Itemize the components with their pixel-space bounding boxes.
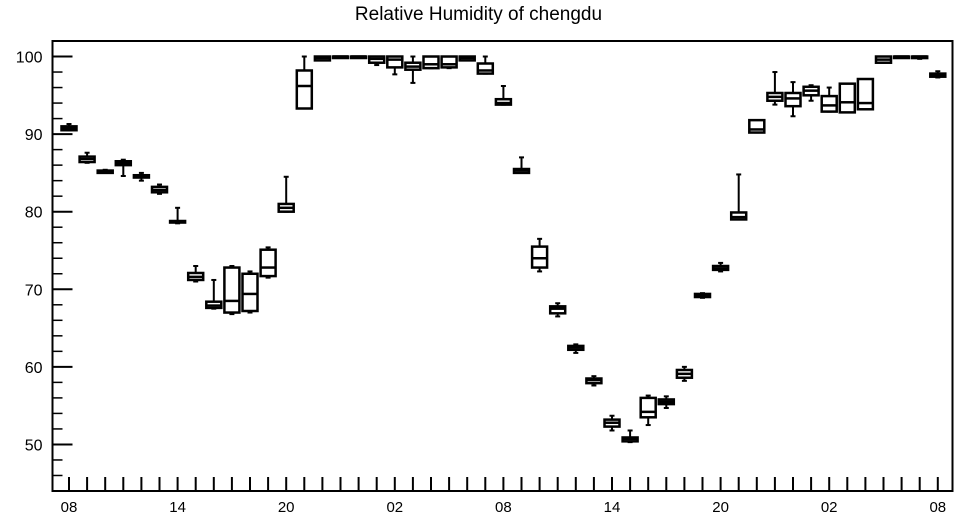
box-iqr bbox=[476, 62, 495, 75]
box-iqr bbox=[241, 272, 259, 313]
box-plot bbox=[657, 395, 676, 409]
box-iqr bbox=[295, 69, 314, 110]
box-plot bbox=[802, 84, 820, 102]
plot-frame bbox=[51, 40, 954, 492]
box-plot bbox=[494, 85, 513, 106]
x-tick-label: 02 bbox=[821, 499, 838, 516]
box-plot bbox=[639, 394, 657, 427]
box-plot bbox=[711, 261, 730, 273]
box-plot bbox=[621, 429, 639, 444]
box-plot bbox=[693, 292, 712, 299]
x-tick-label: 20 bbox=[712, 499, 729, 516]
box-layer bbox=[60, 55, 947, 444]
box-iqr bbox=[422, 55, 440, 70]
box-plot bbox=[60, 123, 78, 132]
box-plot bbox=[277, 175, 295, 213]
box-iqr bbox=[856, 77, 875, 111]
box-plot bbox=[820, 86, 838, 113]
box-plot bbox=[748, 118, 766, 134]
box-plot bbox=[548, 302, 567, 318]
box-plot bbox=[78, 151, 96, 164]
box-plot bbox=[729, 173, 748, 221]
box-plot bbox=[404, 55, 422, 84]
box-plot bbox=[96, 168, 114, 175]
box-plot bbox=[856, 77, 875, 111]
axis-layer: 50 60 70 80 90 100 08 14 20 02 08 14 20 02 08 bbox=[16, 40, 946, 516]
y-tick-label: 80 bbox=[25, 205, 43, 222]
box-plot bbox=[585, 375, 603, 387]
y-tick-label: 50 bbox=[25, 437, 43, 454]
y-tick-label: 70 bbox=[25, 282, 43, 299]
box-plot bbox=[205, 278, 223, 310]
box-plot bbox=[168, 206, 187, 225]
box-plot bbox=[675, 365, 694, 382]
box-plot bbox=[259, 246, 277, 279]
y-tick-label: 90 bbox=[25, 127, 43, 144]
box-plot bbox=[784, 81, 802, 118]
box-plot bbox=[150, 183, 169, 195]
box-plot bbox=[892, 55, 911, 60]
box-plot bbox=[313, 55, 332, 62]
box-plot bbox=[929, 70, 947, 79]
box-iqr bbox=[386, 55, 404, 69]
box-plot bbox=[114, 158, 133, 177]
y-tick-label: 100 bbox=[16, 50, 43, 67]
box-plot bbox=[132, 171, 151, 182]
box-plot bbox=[766, 71, 784, 106]
box-plot bbox=[458, 55, 476, 62]
x-tick-label: 08 bbox=[61, 499, 78, 516]
box-plot bbox=[386, 55, 404, 76]
box-plot bbox=[910, 55, 929, 60]
box-iqr bbox=[259, 248, 277, 278]
box-plot bbox=[874, 55, 893, 64]
box-iqr bbox=[440, 55, 458, 69]
box-plot bbox=[567, 343, 585, 354]
box-iqr bbox=[820, 94, 838, 113]
y-tick-label: 60 bbox=[25, 360, 43, 377]
x-tick-label: 08 bbox=[929, 499, 946, 516]
x-tick-label: 08 bbox=[495, 499, 512, 516]
box-iqr bbox=[838, 82, 857, 114]
box-plot bbox=[349, 55, 368, 60]
chart-title: Relative Humidity of chengdu bbox=[354, 4, 603, 25]
box-plot bbox=[367, 55, 386, 67]
box-plot bbox=[223, 265, 241, 316]
box-plot bbox=[295, 55, 314, 110]
box-plot bbox=[512, 156, 531, 175]
box-plot bbox=[603, 414, 621, 432]
box-iqr bbox=[639, 396, 657, 419]
box-plot bbox=[331, 55, 350, 60]
box-plot bbox=[476, 55, 495, 75]
x-tick-label: 20 bbox=[278, 499, 295, 516]
box-iqr bbox=[223, 266, 241, 314]
box-plot bbox=[440, 55, 458, 70]
box-plot bbox=[186, 265, 205, 283]
box-plot bbox=[838, 82, 857, 114]
box-plot bbox=[530, 237, 549, 273]
box-plot bbox=[422, 55, 440, 70]
x-tick-label: 14 bbox=[169, 499, 186, 516]
x-tick-label: 02 bbox=[386, 499, 403, 516]
box-plot bbox=[241, 270, 259, 314]
x-tick-label: 14 bbox=[604, 499, 621, 516]
